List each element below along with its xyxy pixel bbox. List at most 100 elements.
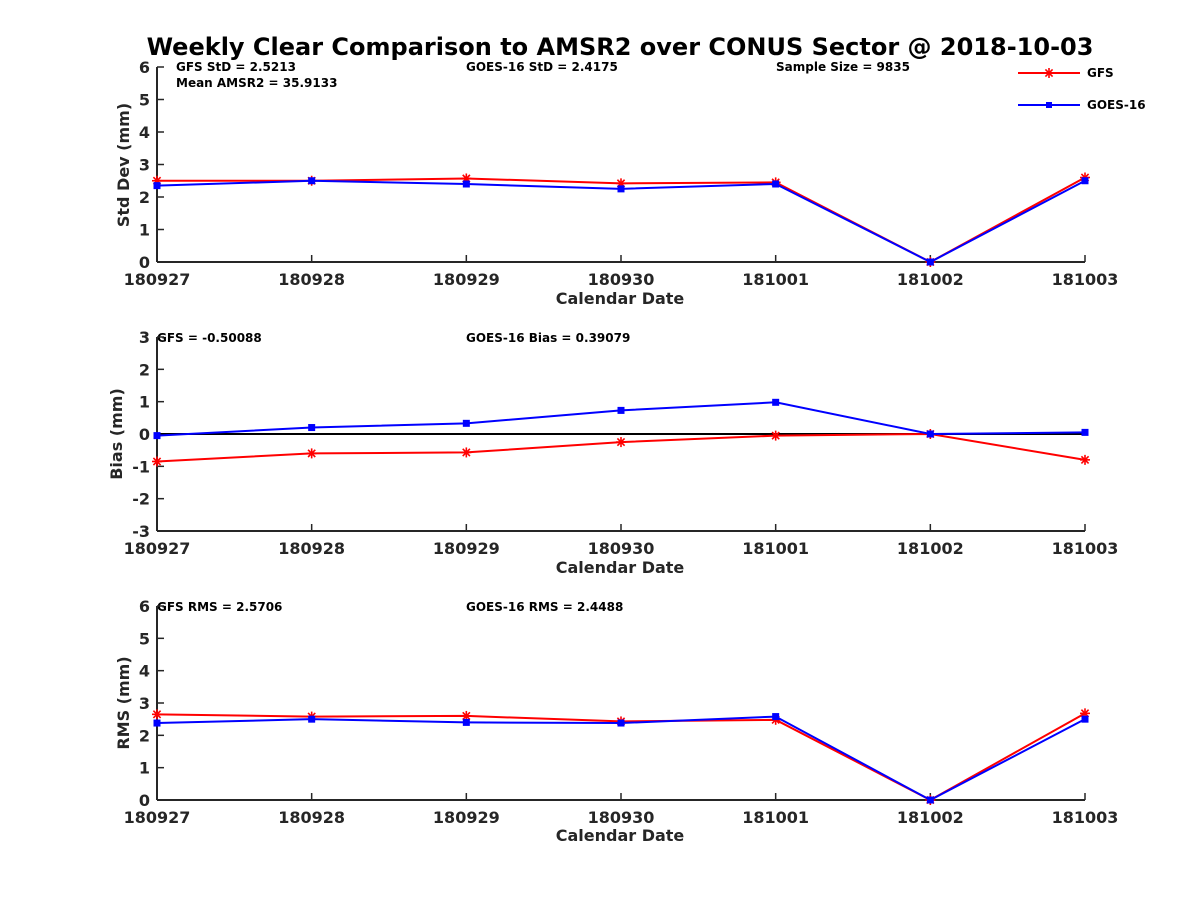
legend-gfs-asterisk	[1044, 68, 1054, 78]
rms-y-axis-label: RMS (mm)	[114, 656, 133, 749]
x-tick-label: 180927	[124, 539, 191, 558]
rms-x-axis-label: Calendar Date	[556, 826, 685, 845]
x-tick-label: 180928	[278, 539, 345, 558]
y-tick-label: 0	[139, 791, 150, 810]
y-tick-label: 3	[139, 156, 150, 175]
x-tick-label: 181003	[1052, 539, 1119, 558]
marker-stroke	[462, 448, 471, 457]
y-tick-label: 2	[139, 360, 150, 379]
x-tick-label: 181002	[897, 539, 964, 558]
marker-stroke	[152, 457, 162, 466]
legend-gfs-label: GFS	[1087, 66, 1114, 80]
y-tick-label: 4	[139, 662, 150, 681]
chart-title: Weekly Clear Comparison to AMSR2 over CO…	[147, 33, 1094, 61]
legend: GFS GOES-16	[1018, 66, 1146, 112]
goes-series-line	[156, 715, 1086, 802]
legend-gfs-marker	[1044, 68, 1054, 78]
sample-size-annotation: Sample Size = 9835	[776, 60, 910, 74]
gfs-std-annotation: GFS StD = 2.5213	[176, 60, 296, 74]
goes-data-point	[617, 185, 625, 193]
goes-series-line	[156, 179, 1086, 264]
goes-data-point	[462, 718, 470, 726]
x-tick-label: 180928	[278, 270, 345, 289]
std-dev-y-axis-label: Std Dev (mm)	[114, 103, 133, 227]
legend-goes-marker	[1046, 102, 1052, 108]
goes-data-point	[308, 424, 316, 432]
y-tick-label: 1	[139, 759, 150, 778]
y-tick-label: 6	[139, 597, 150, 616]
goes-data-point	[308, 177, 316, 185]
std-dev-plot-area: 0 1 2 3 4 5 6 180927 180928 180929 180930 181001 181…	[124, 58, 1119, 289]
bias-x-axis-label: Calendar Date	[556, 558, 685, 577]
gfs-data-point	[770, 430, 781, 441]
gfs-data-point	[306, 448, 317, 459]
marker-stroke	[771, 431, 780, 440]
x-tick-label: 181002	[897, 808, 964, 827]
gfs-data-point	[616, 437, 626, 448]
gfs-bias-annotation: GFS = -0.50088	[157, 331, 262, 345]
y-tick-label: 2	[139, 726, 150, 745]
x-tick-label: 181002	[897, 270, 964, 289]
gfs-data-point	[152, 709, 162, 720]
goes-data-point	[153, 719, 161, 727]
goes-data-point	[1081, 715, 1089, 723]
x-tick-label: 180929	[433, 270, 500, 289]
marker-stroke	[1044, 68, 1054, 78]
marker-stroke	[152, 710, 162, 719]
goes-data-point	[153, 432, 161, 440]
y-tick-label: 1	[139, 393, 150, 412]
std-dev-x-axis-label: Calendar Date	[556, 289, 685, 308]
goes-data-point	[926, 258, 934, 266]
x-tick-label: 180929	[433, 539, 500, 558]
x-tick-label: 180930	[588, 808, 655, 827]
goes-data-point	[1081, 428, 1089, 436]
goes-data-point	[617, 406, 625, 414]
gfs-data-point	[152, 456, 162, 467]
goes-rms-annotation: GOES-16 RMS = 2.4488	[466, 600, 623, 614]
legend-goes-label: GOES-16	[1087, 98, 1146, 112]
goes-data-point	[153, 182, 161, 190]
x-tick-label: 181003	[1052, 808, 1119, 827]
goes-data-point	[926, 430, 934, 438]
marker-stroke	[307, 449, 316, 458]
goes-data-point	[462, 180, 470, 188]
std-dev-panel: GFS StD = 2.5213 Mean AMSR2 = 35.9133 GO…	[114, 58, 1118, 308]
bias-panel: GFS = -0.50088 GOES-16 Bias = 0.39079 -3…	[107, 328, 1118, 577]
y-tick-label: 5	[139, 91, 150, 110]
goes-data-point	[772, 713, 780, 721]
y-tick-label: -3	[132, 522, 150, 541]
gfs-data-point	[461, 447, 472, 458]
y-tick-label: 4	[139, 123, 150, 142]
goes-bias-annotation: GOES-16 Bias = 0.39079	[466, 331, 630, 345]
y-tick-label: -1	[132, 457, 150, 476]
y-tick-label: 6	[139, 58, 150, 77]
bias-y-axis-label: Bias (mm)	[107, 388, 126, 480]
rms-plot-area: 0 1 2 3 4 5 6 180927 180928 180929 180930 181001 181…	[124, 597, 1119, 827]
x-tick-label: 181001	[742, 539, 809, 558]
goes-data-point	[462, 419, 470, 427]
goes-data-point	[308, 715, 316, 723]
gfs-rms-annotation: GFS RMS = 2.5706	[157, 600, 282, 614]
y-tick-label: 0	[139, 425, 150, 444]
y-tick-label: 5	[139, 629, 150, 648]
goes-std-annotation: GOES-16 StD = 2.4175	[466, 60, 618, 74]
gfs-data-point	[1080, 454, 1090, 465]
goes-data-point	[926, 796, 934, 804]
x-tick-label: 180929	[433, 808, 500, 827]
goes-data-point	[772, 398, 780, 406]
y-tick-label: 0	[139, 253, 150, 272]
x-tick-label: 180927	[124, 270, 191, 289]
y-tick-label: 1	[139, 221, 150, 240]
y-tick-label: 3	[139, 328, 150, 347]
marker-stroke	[616, 437, 626, 447]
x-tick-label: 180928	[278, 808, 345, 827]
goes-data-point	[617, 719, 625, 727]
x-tick-label: 180930	[588, 539, 655, 558]
x-tick-label: 181001	[742, 808, 809, 827]
goes-data-point	[1081, 177, 1089, 185]
gfs-data-point	[461, 710, 472, 721]
x-tick-label: 181001	[742, 270, 809, 289]
x-tick-label: 181003	[1052, 270, 1119, 289]
x-tick-label: 180927	[124, 808, 191, 827]
